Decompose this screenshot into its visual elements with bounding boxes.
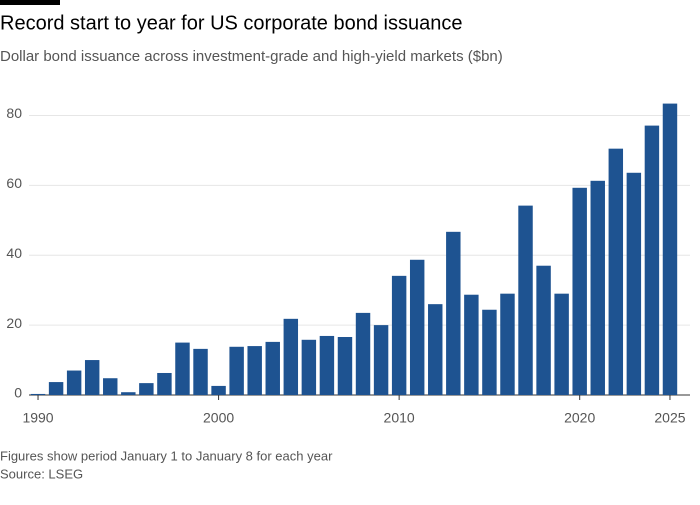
y-tick-label: 80 [6,105,22,121]
bar [482,309,497,395]
bar [121,392,136,395]
bar [518,205,533,395]
bar [265,341,280,395]
bar [319,335,335,395]
bar [157,372,172,395]
bar [572,187,587,395]
bar [391,275,407,395]
bar [193,348,208,395]
bar [48,382,64,395]
bar [373,325,389,395]
bar [626,172,642,395]
bar [175,342,190,395]
bar [337,336,353,395]
bar [500,293,515,395]
x-tick-label: 2025 [654,410,685,426]
x-tick-label: 2020 [564,410,595,426]
y-tick-label: 60 [6,175,22,191]
source: Source: LSEG [0,466,83,481]
bar [84,360,100,395]
bar [211,385,226,395]
bar [446,231,461,395]
bar [30,393,46,395]
bar [608,148,624,395]
bar [301,339,317,395]
bar [139,383,154,395]
bar [229,346,244,395]
y-tick-label: 40 [6,245,22,261]
y-tick-label: 20 [6,315,22,331]
bar [554,293,569,395]
bar [355,312,371,395]
brand-bar [0,0,60,5]
footnote: Figures show period January 1 to January… [0,448,333,463]
bar [409,259,425,395]
bar [464,294,479,395]
bar [662,103,678,396]
y-tick-label: 0 [14,385,22,401]
bar [66,370,82,395]
bar [644,125,660,396]
bar [536,265,551,395]
bar [428,304,443,395]
bar [247,346,262,395]
chart-title: Record start to year for US corporate bo… [0,12,462,34]
x-tick-label: 1990 [22,410,53,426]
bar [590,180,605,395]
bar [283,318,299,395]
bar [103,378,118,395]
x-tick-label: 2010 [384,410,415,426]
x-tick-label: 2000 [203,410,234,426]
chart-subtitle: Dollar bond issuance across investment-g… [0,48,503,65]
